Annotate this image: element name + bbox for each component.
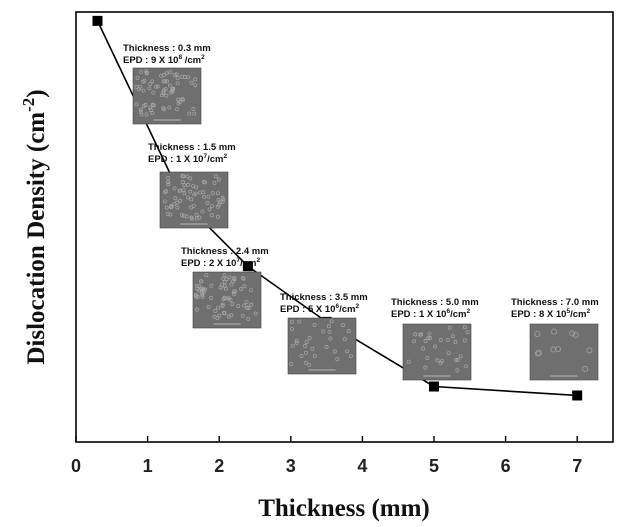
annotation-thickness: Thickness : 5.0 mm bbox=[391, 297, 479, 308]
epd-unit-exponent: 2 bbox=[201, 54, 205, 61]
annotation-thickness: Thickness : 0.3 mm bbox=[123, 43, 211, 54]
epd-unit: /cm bbox=[240, 258, 256, 269]
y-axis-label-close: ) bbox=[23, 89, 50, 97]
annotation-thickness: Thickness : 7.0 mm bbox=[511, 297, 599, 308]
annotation-thickness: Thickness : 3.5 mm bbox=[280, 292, 368, 303]
epd-unit-exponent: 2 bbox=[223, 153, 227, 160]
epd-exponent: 8 bbox=[178, 54, 182, 61]
epd-unit-exponent: 2 bbox=[466, 308, 470, 315]
x-tick-label: 1 bbox=[143, 456, 153, 476]
annotation-epd: EPD : 2 X 107/cm2 bbox=[181, 257, 260, 269]
epd-mantissa: EPD : 1 X 10 bbox=[148, 154, 203, 165]
annotation-epd: EPD : 1 X 107/cm2 bbox=[148, 153, 227, 165]
x-tick-label: 0 bbox=[71, 456, 81, 476]
data-point-marker bbox=[242, 261, 253, 272]
epd-unit-exponent: 2 bbox=[355, 303, 359, 310]
epd-mantissa: EPD : 8 X 10 bbox=[511, 309, 566, 320]
x-tick-label: 3 bbox=[286, 456, 296, 476]
annotation-thickness: Thickness : 1.5 mm bbox=[148, 142, 236, 153]
data-line bbox=[96, 20, 578, 397]
annotation-thickness: Thickness : 2.4 mm bbox=[181, 246, 269, 257]
x-tick-label: 2 bbox=[214, 456, 224, 476]
epd-mantissa: EPD : 9 X 10 bbox=[123, 55, 178, 66]
micrograph-inset bbox=[402, 323, 472, 381]
annotation-epd: EPD : 9 X 108 /cm2 bbox=[123, 54, 205, 66]
x-tick-label: 4 bbox=[357, 456, 367, 476]
epd-exponent: 6 bbox=[335, 303, 339, 310]
epd-exponent: 7 bbox=[236, 257, 240, 264]
epd-unit: /cm bbox=[450, 309, 466, 320]
epd-exponent: 5 bbox=[566, 308, 570, 315]
epd-unit: /cm bbox=[570, 309, 586, 320]
annotation-epd: EPD : 1 X 106/cm2 bbox=[391, 308, 470, 320]
annotation-epd: EPD : 5 X 106/cm2 bbox=[280, 303, 359, 315]
x-axis-label: Thickness (mm) bbox=[258, 495, 430, 522]
y-axis-label-main: Dislocation Density (cm bbox=[23, 112, 50, 365]
y-axis-label: Dislocation Density (cm-2) bbox=[19, 89, 50, 364]
epd-mantissa: EPD : 2 X 10 bbox=[181, 258, 236, 269]
epd-unit-exponent: 2 bbox=[256, 257, 260, 264]
plot-frame bbox=[75, 11, 614, 443]
x-tick-label: 6 bbox=[501, 456, 511, 476]
data-point-marker bbox=[572, 390, 583, 401]
x-tick-label: 7 bbox=[572, 456, 582, 476]
x-tick-label: 5 bbox=[429, 456, 439, 476]
y-axis-label-exponent: -2 bbox=[19, 98, 38, 112]
epd-unit: /cm bbox=[207, 154, 223, 165]
x-axis-ticks: 0 1 2 3 4 5 6 7 bbox=[71, 436, 582, 476]
epd-mantissa: EPD : 5 X 10 bbox=[280, 304, 335, 315]
epd-unit: /cm bbox=[339, 304, 355, 315]
epd-mantissa: EPD : 1 X 10 bbox=[391, 309, 446, 320]
epd-unit: /cm bbox=[182, 55, 201, 66]
micrograph-inset bbox=[192, 271, 262, 329]
annotation-epd: EPD : 8 X 105/cm2 bbox=[511, 308, 590, 320]
epd-exponent: 7 bbox=[203, 153, 207, 160]
micrograph-inset bbox=[159, 171, 229, 229]
micrograph-inset bbox=[287, 317, 357, 375]
epd-unit-exponent: 2 bbox=[586, 308, 590, 315]
micrograph-inset bbox=[529, 323, 599, 381]
data-point-marker bbox=[92, 15, 103, 26]
epd-exponent: 6 bbox=[446, 308, 450, 315]
micrograph-inset bbox=[132, 67, 202, 125]
data-point-marker bbox=[429, 381, 439, 392]
